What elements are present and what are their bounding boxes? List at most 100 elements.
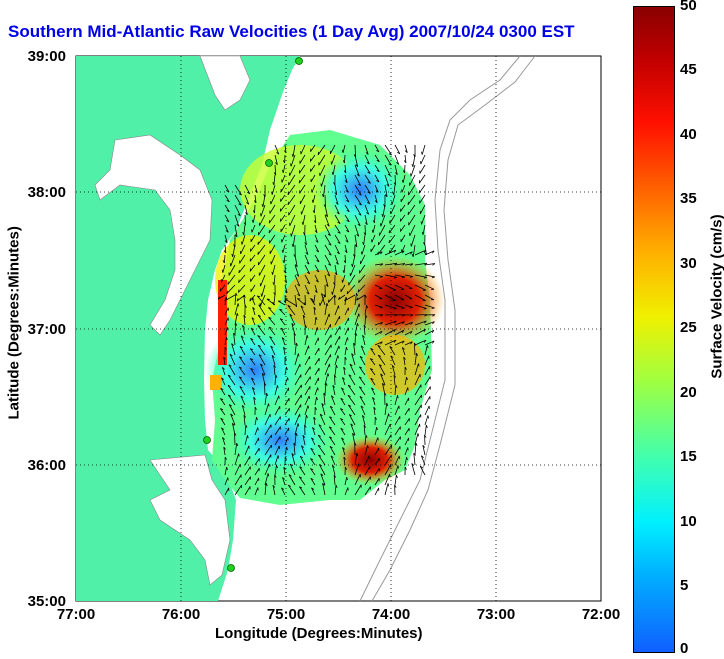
velocity-arrowhead xyxy=(411,463,415,466)
velocity-arrowhead xyxy=(358,376,363,379)
velocity-arrowhead xyxy=(423,329,426,333)
velocity-arrow xyxy=(354,474,361,486)
velocity-arrow xyxy=(294,274,301,287)
velocity-arrowhead xyxy=(226,290,228,294)
velocity-arrow xyxy=(354,484,362,496)
velocity-arrow xyxy=(412,244,416,257)
velocity-arrowhead xyxy=(316,327,319,331)
velocity-arrow xyxy=(264,382,266,396)
velocity-arrow xyxy=(314,337,319,346)
velocity-arrowhead xyxy=(330,455,334,458)
velocity-arrow xyxy=(364,445,368,456)
velocity-arrow xyxy=(394,174,396,186)
velocity-arrowhead xyxy=(284,280,287,284)
velocity-arrowhead xyxy=(321,193,324,198)
velocity-arrowhead xyxy=(225,230,229,233)
velocity-arrow xyxy=(310,174,316,183)
velocity-arrowhead xyxy=(422,444,426,448)
velocity-arrow xyxy=(334,244,340,255)
velocity-arrowhead xyxy=(358,463,360,467)
velocity-arrow xyxy=(292,234,296,247)
velocity-arrow xyxy=(400,194,406,203)
velocity-arrow xyxy=(414,294,426,301)
velocity-arrow xyxy=(414,262,427,266)
velocity-arrowhead xyxy=(358,279,360,283)
velocity-arrow xyxy=(364,305,367,316)
velocity-arrow xyxy=(273,274,276,285)
velocity-arrowhead xyxy=(345,190,349,193)
velocity-arrowhead xyxy=(282,160,285,164)
velocity-arrow xyxy=(358,386,366,396)
velocity-arrow xyxy=(258,354,266,366)
velocity-arrowhead xyxy=(269,336,273,339)
velocity-arrow xyxy=(226,284,236,294)
velocity-arrow xyxy=(274,164,277,176)
velocity-arrow xyxy=(330,455,336,466)
velocity-arrow xyxy=(361,244,366,255)
velocity-arrow xyxy=(410,164,416,177)
velocity-arrow xyxy=(344,254,347,264)
velocity-arrowhead xyxy=(380,330,383,334)
velocity-arrow xyxy=(270,194,276,205)
velocity-arrowhead xyxy=(354,442,357,446)
velocity-arrowhead xyxy=(226,199,230,203)
velocity-arrow xyxy=(223,357,226,366)
velocity-arrow xyxy=(282,164,286,173)
velocity-arrowhead xyxy=(237,213,241,217)
velocity-arrowhead xyxy=(329,436,333,439)
velocity-arrow xyxy=(224,294,236,302)
velocity-arrow xyxy=(268,317,276,326)
velocity-arrow xyxy=(264,424,272,436)
velocity-arrow xyxy=(268,307,276,316)
velocity-arrow xyxy=(350,423,356,436)
velocity-arrowhead xyxy=(371,387,375,390)
velocity-arrowhead xyxy=(344,356,347,360)
velocity-arrow xyxy=(380,214,386,227)
velocity-arrowhead xyxy=(329,405,333,409)
velocity-arrow xyxy=(238,366,246,376)
velocity-arrow xyxy=(234,463,241,476)
velocity-arrowhead xyxy=(310,298,314,301)
velocity-arrow xyxy=(389,346,396,356)
velocity-arrowhead xyxy=(291,323,295,326)
velocity-arrowhead xyxy=(275,162,278,165)
velocity-arrowhead xyxy=(257,335,261,338)
velocity-arrow xyxy=(319,294,326,307)
velocity-arrow xyxy=(378,224,386,236)
velocity-arrow xyxy=(364,184,371,194)
velocity-arrowhead xyxy=(376,169,380,173)
colorbar-tick: 50 xyxy=(680,0,697,14)
velocity-arrow xyxy=(274,436,281,446)
velocity-arrow xyxy=(219,284,226,292)
velocity-arrowhead xyxy=(393,374,397,378)
velocity-arrowhead xyxy=(231,253,234,257)
velocity-arrowhead xyxy=(286,447,288,451)
velocity-arrowhead xyxy=(365,314,368,318)
velocity-arrow xyxy=(284,274,287,283)
velocity-arrowhead xyxy=(228,404,232,407)
velocity-arrow xyxy=(220,388,226,396)
velocity-arrowhead xyxy=(245,212,248,215)
velocity-arrow xyxy=(344,234,349,243)
velocity-arrow xyxy=(280,214,286,222)
velocity-arrowhead xyxy=(353,342,356,346)
velocity-arrowhead xyxy=(241,241,243,245)
velocity-arrowhead xyxy=(291,153,294,157)
velocity-arrowhead xyxy=(431,330,435,333)
velocity-arrowhead xyxy=(341,279,343,283)
velocity-arrow xyxy=(384,249,397,256)
velocity-arrowhead xyxy=(387,173,391,177)
velocity-arrow xyxy=(402,174,406,183)
velocity-arrowhead xyxy=(402,170,405,174)
velocity-arrowhead xyxy=(406,377,408,381)
velocity-arrow xyxy=(222,437,226,446)
velocity-arrow xyxy=(304,376,311,386)
velocity-arrow xyxy=(380,373,386,386)
velocity-arrow xyxy=(384,444,392,456)
colorbar-tick: 5 xyxy=(680,577,689,594)
velocity-arrow xyxy=(324,264,331,277)
velocity-arrowhead xyxy=(354,244,358,248)
velocity-arrowhead xyxy=(363,424,367,428)
velocity-arrow xyxy=(264,473,269,486)
velocity-arrowhead xyxy=(300,455,303,459)
